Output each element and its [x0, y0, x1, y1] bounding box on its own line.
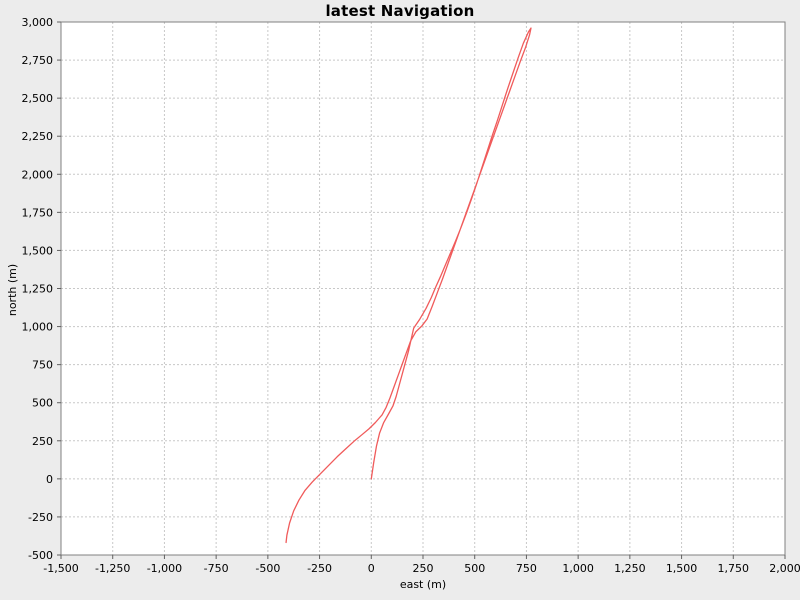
- y-tick-label: 1,500: [22, 244, 54, 257]
- y-tick-label: 750: [32, 359, 53, 372]
- y-tick-label: -500: [28, 549, 53, 562]
- x-tick-label: 1,000: [562, 562, 594, 575]
- x-tick-label: -750: [204, 562, 229, 575]
- x-tick-label: 750: [516, 562, 537, 575]
- y-tick-label: 1,250: [22, 283, 54, 296]
- y-tick-label: 1,000: [22, 321, 54, 334]
- x-tick-label: 500: [464, 562, 485, 575]
- series-line: [285, 27, 532, 544]
- y-tick-label: 2,250: [22, 130, 54, 143]
- x-tick-label: 1,500: [666, 562, 698, 575]
- x-tick-label: -500: [255, 562, 280, 575]
- y-tick-label: 500: [32, 397, 53, 410]
- chart-title: latest Navigation: [325, 2, 475, 20]
- x-tick-label: -1,000: [147, 562, 182, 575]
- y-tick-label: 3,000: [22, 16, 54, 29]
- x-tick-label: -250: [307, 562, 332, 575]
- y-tick-label: 2,500: [22, 92, 54, 105]
- series-lines: [285, 27, 532, 544]
- axis-ticks: -1,500 -1,250 -1,000 -750 -500 -250 0 250 500 750…: [22, 16, 800, 575]
- x-tick-label: 1,250: [614, 562, 646, 575]
- y-tick-label: 250: [32, 435, 53, 448]
- y-tick-label: 2,000: [22, 168, 54, 181]
- x-axis-title: east (m): [400, 578, 446, 591]
- x-tick-label: 0: [368, 562, 375, 575]
- x-tick-label: -1,500: [43, 562, 78, 575]
- y-axis-title: north (m): [6, 264, 19, 316]
- y-tick-label: 2,750: [22, 54, 54, 67]
- y-tick-label: -250: [28, 511, 53, 524]
- x-tick-label: 2,000: [769, 562, 800, 575]
- y-tick-label: 1,750: [22, 206, 54, 219]
- x-tick-label: -1,250: [95, 562, 130, 575]
- x-tick-label: 250: [413, 562, 434, 575]
- x-tick-label: 1,750: [718, 562, 750, 575]
- y-tick-label: 0: [46, 473, 53, 486]
